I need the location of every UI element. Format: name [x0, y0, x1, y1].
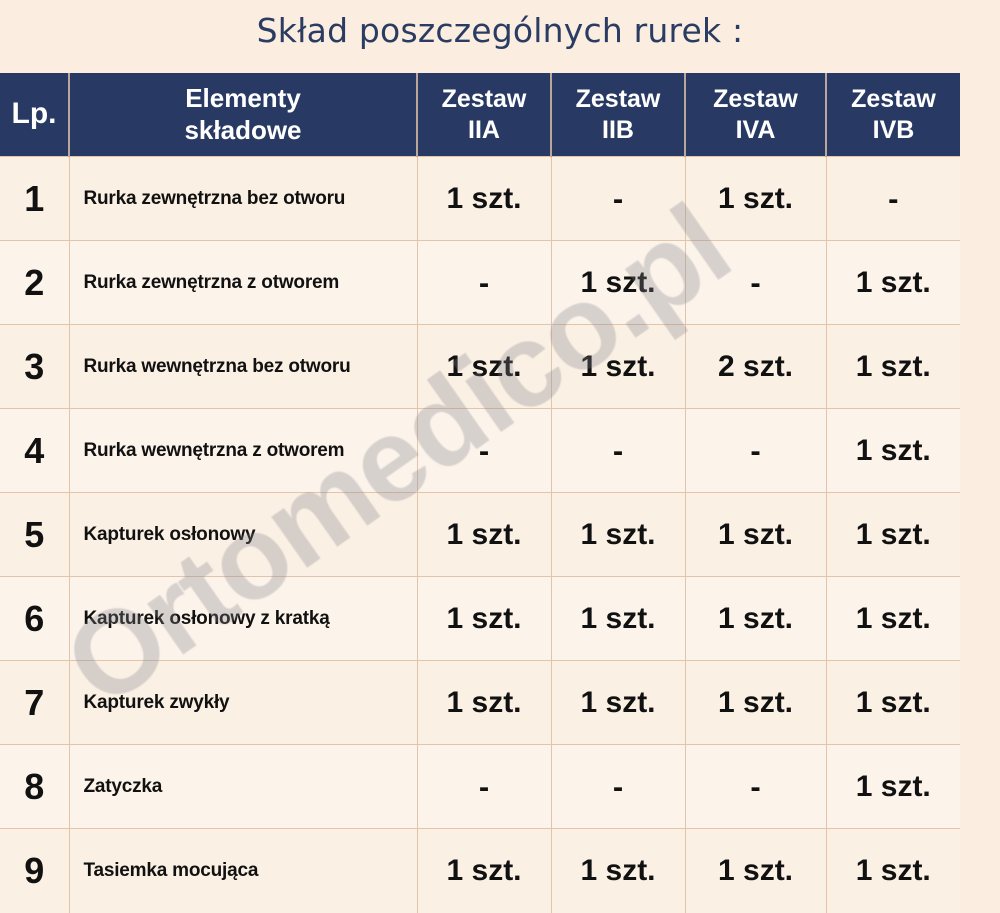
row-index-cell: 6 [0, 576, 70, 662]
quantity-cell-iva: 1 szt. [684, 660, 827, 746]
column-header-set-iia-line2: IIA [468, 115, 500, 144]
column-header-set-iva-line2: IVA [735, 115, 776, 144]
column-header-lp: Lp. [0, 73, 70, 157]
quantity-cell-iia: 1 szt. [416, 660, 552, 746]
component-name-cell: Rurka wewnętrzna bez otworu [68, 324, 418, 410]
quantity-cell-iia: - [416, 240, 552, 326]
quantity-cell-iva: - [684, 744, 827, 830]
quantity-cell-iib: 1 szt. [550, 240, 686, 326]
quantity-cell-ivb: 1 szt. [825, 576, 960, 662]
column-header-set-ivb: Zestaw IVB [826, 73, 960, 157]
page-title: Skład poszczególnych rurek : [256, 11, 744, 50]
table-row: 7 Kapturek zwykły 1 szt. 1 szt. 1 szt. 1 szt. [0, 660, 960, 746]
component-name-cell: Kapturek zwykły [68, 660, 418, 746]
quantity-cell-iia: 1 szt. [416, 156, 552, 242]
table-row: 2 Rurka zewnętrzna z otworem -1 szt. -1 szt… [0, 240, 960, 326]
column-header-set-ivb-line1: Zestaw [851, 85, 936, 114]
table-header: Lp. Elementy składowe Zestaw IIA Zestaw … [0, 73, 960, 157]
row-index-cell: 1 [0, 156, 70, 242]
component-name-cell: Rurka wewnętrzna z otworem [68, 408, 418, 494]
header-row: Lp. Elementy składowe Zestaw IIA Zestaw … [0, 73, 960, 157]
page-root: Skład poszczególnych rurek : Lp. Element… [0, 11, 960, 913]
composition-table: Lp. Elementy składowe Zestaw IIA Zestaw … [0, 73, 960, 913]
quantity-cell-ivb: 1 szt. [825, 492, 960, 578]
component-name-cell: Rurka zewnętrzna z otworem [68, 240, 418, 326]
component-name-cell: Rurka zewnętrzna bez otworu [68, 156, 418, 242]
column-header-elements-line2: składowe [184, 114, 302, 145]
row-index-cell: 2 [0, 240, 70, 326]
quantity-cell-iia: 1 szt. [416, 324, 552, 410]
quantity-cell-ivb: 1 szt. [825, 240, 960, 326]
quantity-cell-iia: 1 szt. [416, 492, 552, 578]
quantity-cell-iva: 2 szt. [684, 324, 827, 410]
quantity-cell-iia: - [416, 744, 552, 830]
row-index-cell: 5 [0, 492, 70, 578]
quantity-cell-ivb: 1 szt. [825, 660, 960, 746]
table-row: 6 Kapturek osłonowy z kratką 1 szt. 1 szt. 1… [0, 576, 960, 662]
row-index-cell: 8 [0, 744, 70, 830]
column-header-set-iva: Zestaw IVA [685, 73, 827, 157]
row-index-cell: 4 [0, 408, 70, 494]
column-header-set-iib: Zestaw IIB [551, 73, 686, 157]
quantity-cell-ivb: 1 szt. [825, 324, 960, 410]
row-index-cell: 7 [0, 660, 70, 746]
quantity-cell-iib: - [550, 156, 686, 242]
column-header-set-ivb-line2: IVB [872, 115, 915, 144]
quantity-cell-iva: 1 szt. [684, 492, 827, 578]
table-row: 3 Rurka wewnętrzna bez otworu 1 szt. 1 szt.… [0, 324, 960, 410]
column-header-set-iib-line2: IIB [602, 115, 634, 144]
quantity-cell-ivb: 1 szt. [825, 408, 960, 494]
column-header-set-iib-line1: Zestaw [575, 85, 661, 114]
quantity-cell-ivb: - [825, 156, 960, 242]
quantity-cell-iib: - [550, 408, 686, 494]
component-name-cell: Kapturek osłonowy z kratką [68, 576, 418, 662]
quantity-cell-iia: 1 szt. [416, 576, 552, 662]
quantity-cell-iia: - [416, 408, 552, 494]
column-header-set-iia-line1: Zestaw [441, 85, 527, 114]
quantity-cell-iib: 1 szt. [550, 660, 686, 746]
component-name-cell: Kapturek osłonowy [68, 492, 418, 578]
quantity-cell-iva: - [684, 408, 827, 494]
quantity-cell-iib: 1 szt. [550, 492, 686, 578]
quantity-cell-iva: 1 szt. [684, 156, 827, 242]
row-index-cell: 3 [0, 324, 70, 410]
column-header-elements-line1: Elementy [185, 83, 301, 113]
table-row: 1 Rurka zewnętrzna bez otworu 1 szt. -1 szt… [0, 156, 960, 242]
column-header-set-iia: Zestaw IIA [417, 73, 552, 157]
table-row: 5 Kapturek osłonowy 1 szt. 1 szt. 1 szt. 1 sz… [0, 492, 960, 578]
table-body: 1 Rurka zewnętrzna bez otworu 1 szt. -1 szt… [0, 156, 960, 913]
quantity-cell-ivb: 1 szt. [825, 744, 960, 830]
component-name-cell: Zatyczka [68, 744, 418, 830]
table-row: 4 Rurka wewnętrzna z otworem - - -1 szt. [0, 408, 960, 494]
column-header-set-iva-line1: Zestaw [713, 85, 798, 114]
table-row: 8 Zatyczka - - -1 szt. [0, 744, 960, 830]
quantity-cell-iva: - [684, 240, 827, 326]
quantity-cell-iva: 1 szt. [684, 576, 827, 662]
quantity-cell-iib: - [550, 744, 686, 830]
column-header-elements: Elementy składowe [69, 73, 418, 157]
quantity-cell-iib: 1 szt. [550, 576, 686, 662]
quantity-cell-iib: 1 szt. [550, 324, 686, 410]
